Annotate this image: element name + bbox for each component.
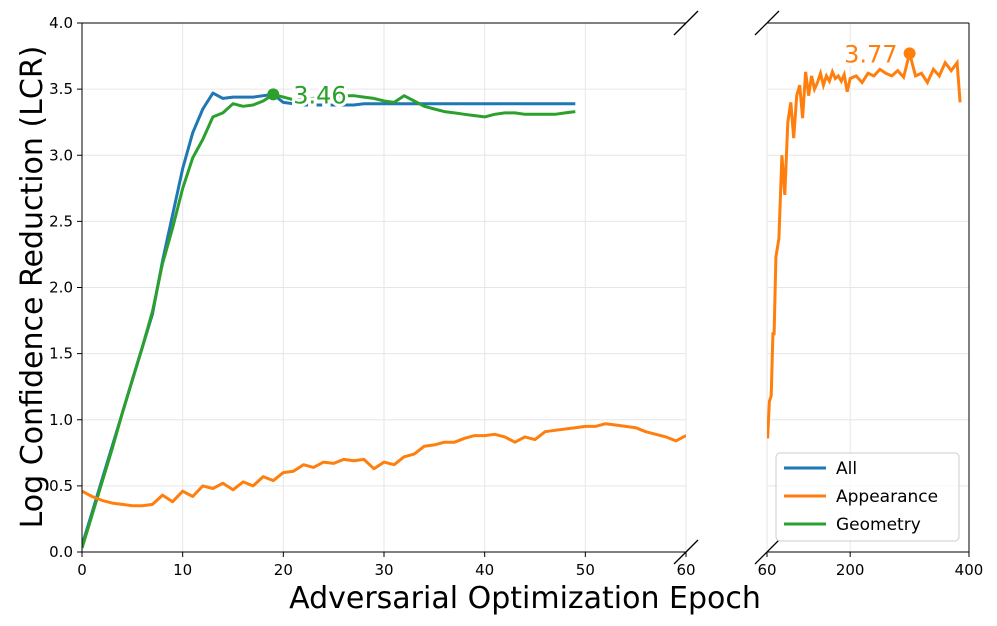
x-tick-label-left: 40 [475, 561, 494, 579]
y-axis-label: Log Confidence Reduction (LCR) [15, 46, 50, 529]
annotation-marker-geometry [267, 88, 280, 101]
x-tick-label-left: 0 [77, 561, 87, 579]
x-tick-label-right: 400 [955, 561, 984, 579]
legend-label-geometry: Geometry [836, 515, 921, 535]
y-tick-label: 3.0 [49, 146, 73, 164]
x-tick-label-left: 50 [576, 561, 595, 579]
legend-label-all: All [836, 459, 857, 479]
y-tick-label: 0.5 [49, 477, 73, 495]
legend-label-appearance: Appearance [836, 487, 938, 507]
y-tick-label: 1.5 [49, 345, 73, 363]
annotations: 3.46 3.77 [267, 37, 916, 112]
x-tick-label-left: 60 [676, 561, 695, 579]
break-mark-bottom-right [754, 539, 780, 565]
legend-box [775, 452, 960, 542]
annotation-label-geometry: 3.46 [293, 81, 346, 109]
series-line-geometry-left [82, 92, 576, 549]
annotation-marker-appearance [903, 47, 916, 60]
series-line-all-left [82, 91, 576, 546]
x-tick-label-right: 60 [757, 561, 776, 579]
y-tick-label: 0.0 [49, 543, 73, 561]
x-tick-label-left: 10 [173, 561, 192, 579]
legend: All Appearance Geometry [775, 452, 960, 542]
series-left [82, 91, 686, 549]
break-mark-top-left [673, 10, 699, 36]
x-tick-label-left: 20 [274, 561, 293, 579]
series-line-appearance-left [82, 422, 686, 508]
y-tick-label: 2.0 [49, 279, 73, 297]
annotation-label-appearance: 3.77 [844, 40, 897, 68]
x-tick-label-left: 30 [374, 561, 393, 579]
y-tick-label: 2.5 [49, 212, 73, 230]
series-right [767, 53, 962, 439]
series-line-appearance-right [767, 53, 962, 439]
x-tick-label-right: 200 [836, 561, 865, 579]
x-axis-label: Adversarial Optimization Epoch [289, 581, 761, 616]
y-tick-label: 1.0 [49, 411, 73, 429]
break-mark-top-right [754, 10, 780, 36]
axes [77, 10, 970, 565]
break-mark-bottom-left [673, 539, 699, 565]
tick-labels: 0.0 0.5 1.0 1.5 2.0 2.5 3.0 3.5 4.0 0 10 20 30 40 50 60… [49, 14, 983, 579]
y-tick-label: 3.5 [49, 80, 73, 98]
y-tick-label: 4.0 [49, 14, 73, 32]
